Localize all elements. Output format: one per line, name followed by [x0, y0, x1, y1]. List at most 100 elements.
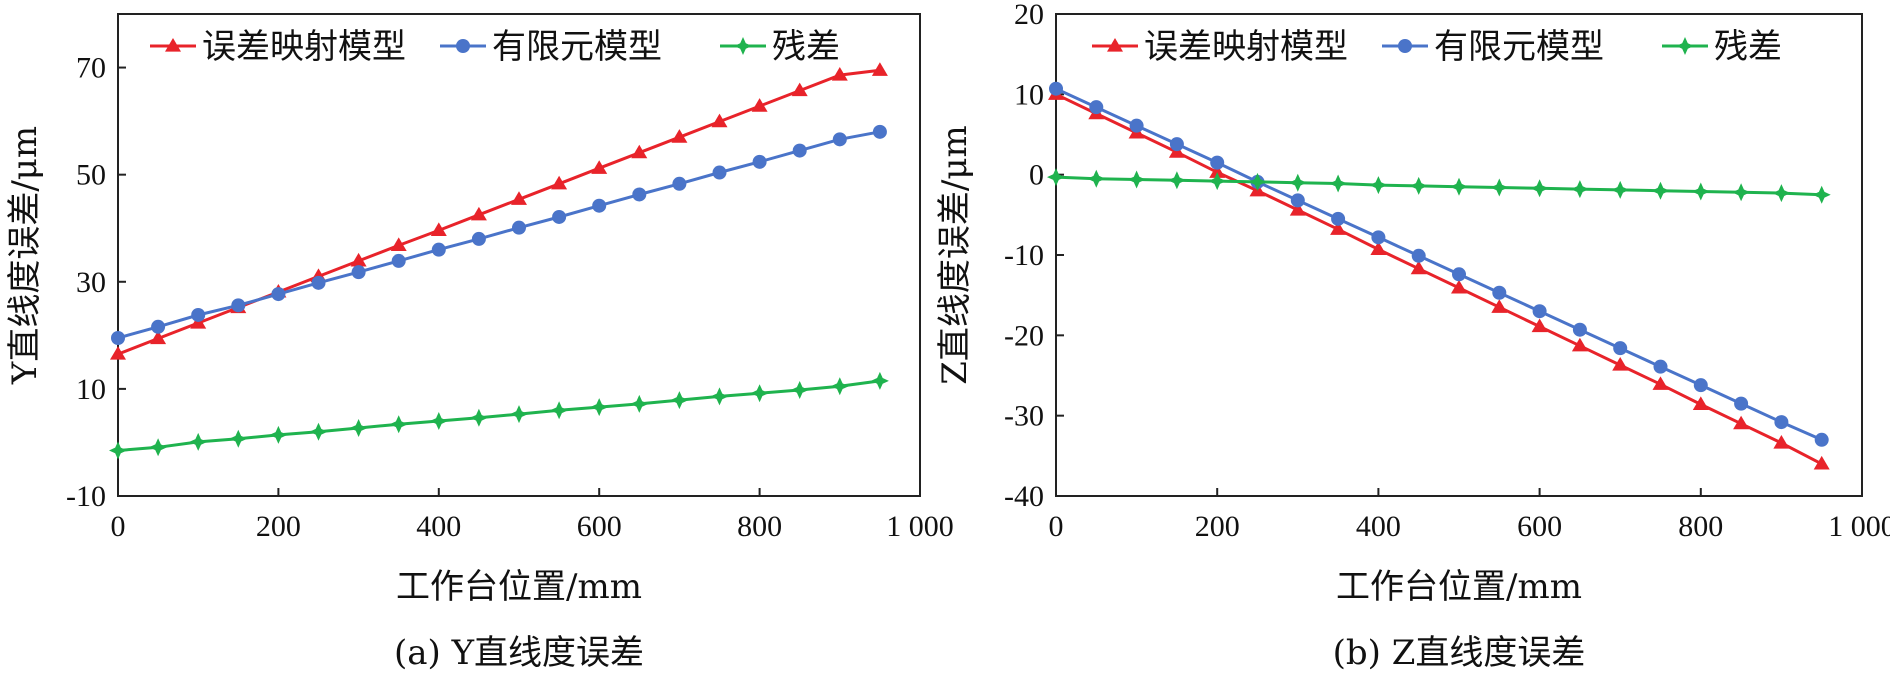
x-tick-label: 200: [256, 510, 301, 543]
data-point: [1049, 81, 1063, 96]
data-point: [1490, 178, 1509, 197]
data-point: [1611, 180, 1630, 199]
data-point: [149, 438, 168, 457]
y-axis-title: Z直线度误差/μm: [935, 125, 975, 384]
data-point: [1812, 185, 1831, 204]
data-point: [672, 176, 687, 191]
x-tick-label: 600: [577, 510, 622, 543]
data-point: [1813, 455, 1830, 470]
data-point: [791, 82, 808, 97]
x-axis-title: 工作台位置/mm: [396, 567, 642, 607]
data-point: [1209, 164, 1226, 178]
data-point: [389, 415, 408, 434]
data-point: [1732, 183, 1751, 202]
legend-entry: 残差: [1662, 27, 1782, 67]
y-tick-label: -30: [1004, 400, 1044, 433]
legend-label: 有限元模型: [492, 27, 662, 67]
data-point: [1774, 415, 1789, 430]
data-point: [1329, 174, 1348, 193]
series-1: [111, 124, 887, 346]
data-point: [351, 265, 366, 280]
x-tick-label: 0: [1049, 510, 1064, 543]
data-point: [1653, 359, 1668, 374]
data-point: [1491, 299, 1508, 313]
legend-label: 残差: [1714, 27, 1782, 67]
y-tick-label: -10: [1004, 239, 1044, 272]
data-point: [1087, 169, 1106, 188]
data-point: [1089, 100, 1104, 115]
data-point: [1652, 376, 1669, 390]
data-point: [311, 275, 326, 290]
legend-label: 误差映射模型: [1144, 27, 1348, 67]
series-1: [1049, 81, 1829, 447]
data-point: [1129, 118, 1144, 133]
data-point: [1370, 241, 1387, 255]
data-point: [712, 165, 727, 180]
data-point: [1532, 304, 1547, 319]
data-point: [309, 422, 328, 441]
legend-entry: 误差映射模型: [150, 27, 406, 67]
data-point: [552, 209, 567, 224]
data-point: [1613, 341, 1628, 356]
data-point: [1331, 211, 1346, 226]
data-point: [1410, 260, 1427, 275]
data-point: [1693, 378, 1708, 393]
data-point: [271, 287, 286, 302]
series-0: [1048, 86, 1830, 470]
data-point: [590, 398, 609, 417]
x-axis-title: 工作台位置/mm: [1336, 567, 1582, 607]
data-point: [110, 346, 126, 360]
data-point: [832, 132, 847, 147]
data-point: [1371, 230, 1386, 245]
data-point: [631, 144, 648, 159]
data-point: [1047, 168, 1065, 187]
data-point: [1208, 172, 1227, 191]
legend-entry: 残差: [720, 27, 840, 67]
data-point: [151, 319, 166, 334]
legend-marker: [456, 39, 470, 53]
y-tick-label: 70: [76, 52, 106, 85]
legend-marker: [734, 37, 752, 55]
data-point: [431, 242, 446, 257]
data-point: [830, 377, 849, 396]
data-point: [632, 187, 647, 202]
data-point: [510, 405, 528, 424]
data-point: [189, 432, 208, 451]
x-tick-label: 400: [1356, 510, 1401, 543]
data-point: [1612, 357, 1629, 371]
data-point: [231, 298, 246, 313]
data-point: [591, 160, 608, 174]
legend-entry: 有限元模型: [440, 27, 662, 67]
data-point: [1572, 322, 1587, 337]
data-point: [1451, 279, 1467, 294]
data-point: [1814, 432, 1829, 447]
series-line: [1055, 87, 1823, 442]
legend-marker: [1398, 39, 1412, 53]
series-2: [1047, 168, 1831, 204]
data-point: [1411, 248, 1426, 263]
data-point: [671, 129, 688, 143]
data-point: [1651, 181, 1670, 200]
data-point: [1570, 180, 1589, 199]
series-line: [1055, 92, 1823, 466]
data-point: [1289, 202, 1306, 216]
x-tick-label: 200: [1195, 510, 1240, 543]
y-axis-title: Y直线度误差/μm: [5, 126, 45, 385]
x-tick-label: 400: [416, 510, 461, 543]
y-tick-label: 50: [76, 159, 106, 192]
data-point: [1733, 415, 1750, 430]
data-point: [550, 401, 569, 420]
legend-entry: 有限元模型: [1382, 27, 1604, 67]
data-point: [752, 154, 767, 169]
data-point: [1210, 155, 1225, 170]
data-point: [670, 391, 689, 410]
y-tick-label: -10: [66, 480, 106, 513]
legend-marker: [1676, 37, 1694, 55]
data-point: [1571, 337, 1588, 352]
data-point: [469, 408, 488, 427]
data-point: [551, 175, 568, 190]
data-point: [630, 394, 649, 413]
data-point: [792, 143, 807, 158]
data-point: [1691, 182, 1710, 201]
